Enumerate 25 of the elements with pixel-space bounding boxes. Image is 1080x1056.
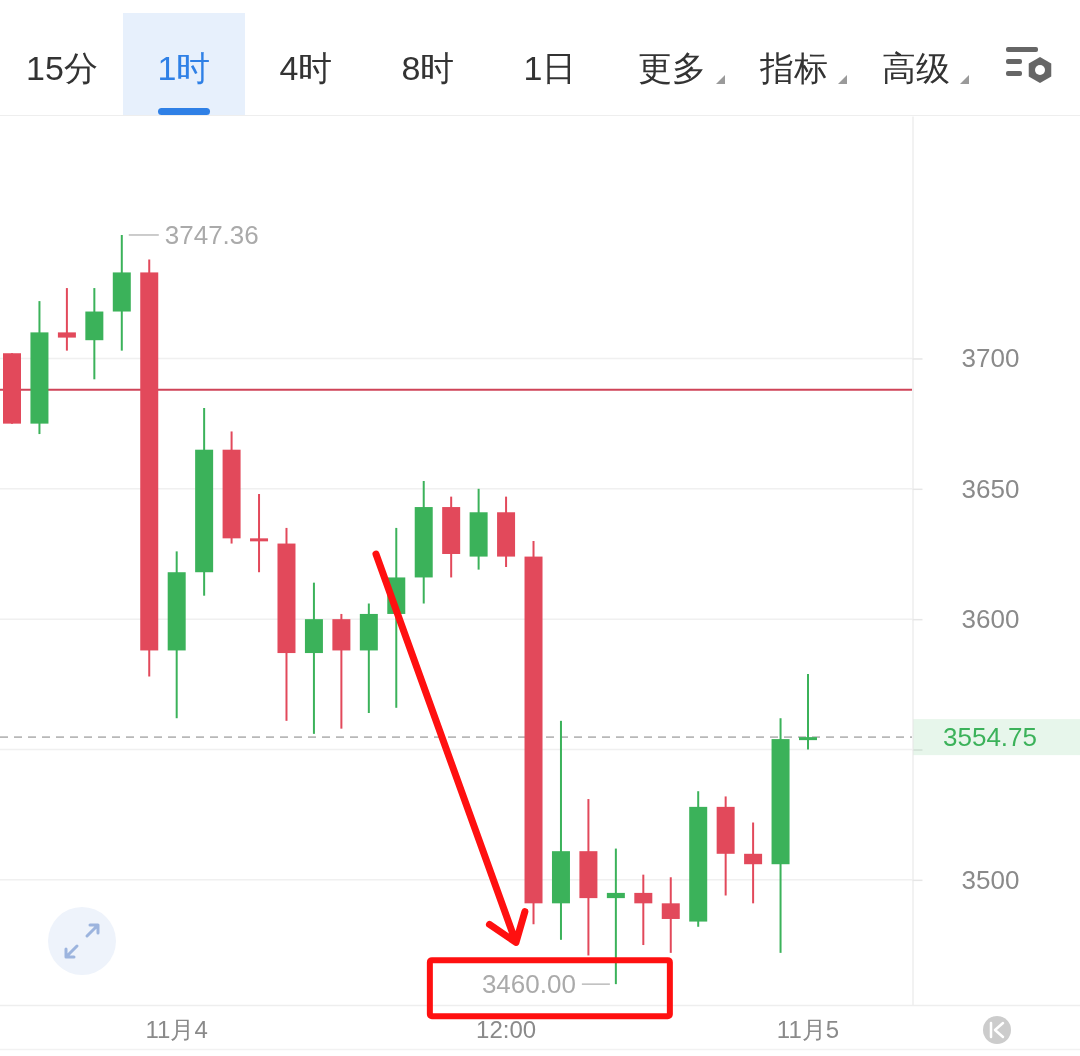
x-tick-label: 11月4 bbox=[145, 1016, 208, 1043]
x-tick-label: 11月5 bbox=[776, 1016, 840, 1043]
text: 4时 bbox=[279, 49, 333, 87]
y-tick-label: 3600 bbox=[961, 603, 1020, 634]
candlestick bbox=[250, 493, 269, 574]
annotation: 3460.00 bbox=[481, 969, 576, 1000]
text: 8时 bbox=[401, 49, 455, 87]
y-tick-label: 3650 bbox=[961, 473, 1020, 504]
x-tick-label: 12:00 bbox=[476, 1016, 537, 1043]
ref-line-label: 3554.75 bbox=[943, 722, 1037, 753]
candlestick bbox=[799, 672, 817, 751]
y-tick-label: 3700 bbox=[961, 343, 1020, 374]
text: 15分 bbox=[26, 49, 98, 87]
annotation: 3747.36 bbox=[164, 220, 259, 251]
candlestick bbox=[606, 847, 625, 986]
candlestick bbox=[634, 873, 653, 947]
text: 1时 bbox=[157, 49, 211, 87]
text: 高级 bbox=[882, 49, 950, 87]
text: 1日 bbox=[523, 49, 577, 87]
candlestick bbox=[744, 821, 763, 905]
candlestick bbox=[57, 287, 76, 352]
text: 更多 bbox=[638, 49, 706, 87]
candlestick bbox=[661, 876, 680, 954]
text: 指标 bbox=[759, 49, 828, 87]
y-tick-label: 3500 bbox=[961, 864, 1020, 895]
